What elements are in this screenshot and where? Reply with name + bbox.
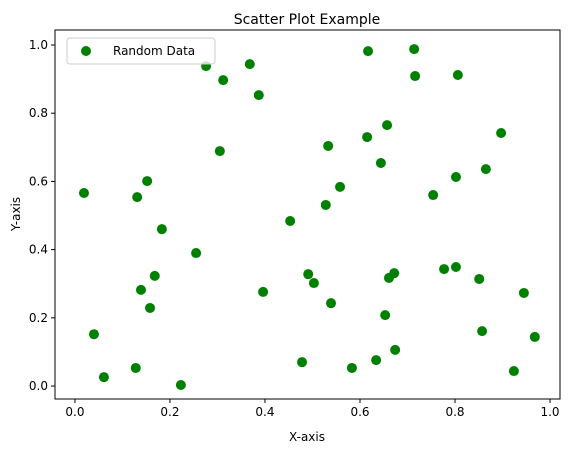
point xyxy=(156,224,167,235)
point xyxy=(244,59,255,70)
y-tick-label: 0.6 xyxy=(29,174,48,188)
point xyxy=(88,329,99,340)
point xyxy=(78,188,89,199)
point xyxy=(145,302,156,313)
point xyxy=(323,140,334,151)
x-tick-label: 0.2 xyxy=(160,405,179,419)
chart-title: Scatter Plot Example xyxy=(234,12,381,28)
point xyxy=(130,362,141,373)
point xyxy=(191,248,202,259)
y-axis-label: Y-axis xyxy=(9,197,23,232)
point xyxy=(450,171,461,182)
legend-label: Random Data xyxy=(113,44,195,58)
point xyxy=(390,344,401,355)
y-tick-label: 1.0 xyxy=(29,38,48,52)
y-tick-label: 0.4 xyxy=(29,243,48,257)
x-tick-label: 0.8 xyxy=(445,405,464,419)
point xyxy=(132,192,143,203)
x-tick-label: 0.0 xyxy=(65,405,84,419)
point xyxy=(477,326,488,337)
legend-box xyxy=(66,37,216,65)
point xyxy=(474,273,485,284)
x-tick-label: 1.0 xyxy=(540,405,559,419)
point xyxy=(363,46,374,57)
plot-frame xyxy=(54,29,561,400)
point xyxy=(326,298,337,309)
point xyxy=(335,181,346,192)
point xyxy=(214,146,225,157)
point xyxy=(439,264,450,275)
point xyxy=(389,268,400,279)
point xyxy=(98,372,109,383)
point xyxy=(529,331,540,342)
x-tick-label: 0.4 xyxy=(255,405,274,419)
point xyxy=(218,75,229,86)
point xyxy=(297,357,308,368)
point xyxy=(480,164,491,175)
point xyxy=(380,310,391,321)
point xyxy=(258,286,269,297)
point xyxy=(428,190,439,201)
point xyxy=(518,287,529,298)
legend-marker xyxy=(81,46,91,56)
x-tick-label: 0.6 xyxy=(350,405,369,419)
point xyxy=(452,70,463,81)
point xyxy=(142,176,153,187)
point xyxy=(382,120,393,131)
point xyxy=(409,44,420,55)
y-tick-label: 0.2 xyxy=(29,311,48,325)
y-tick-label: 0.8 xyxy=(29,106,48,120)
point xyxy=(496,127,507,138)
point xyxy=(346,362,357,373)
y-tick-label: 0.0 xyxy=(29,379,48,393)
point xyxy=(149,270,160,281)
point xyxy=(410,71,421,82)
x-axis-label: X-axis xyxy=(289,430,325,444)
point xyxy=(253,90,264,101)
point xyxy=(362,132,373,143)
point xyxy=(371,355,382,366)
point xyxy=(450,262,461,273)
point xyxy=(303,269,314,280)
point xyxy=(508,366,519,377)
point xyxy=(175,380,186,391)
point xyxy=(308,278,319,289)
point xyxy=(375,158,386,169)
point xyxy=(135,284,146,295)
point xyxy=(285,215,296,226)
point xyxy=(320,199,331,210)
